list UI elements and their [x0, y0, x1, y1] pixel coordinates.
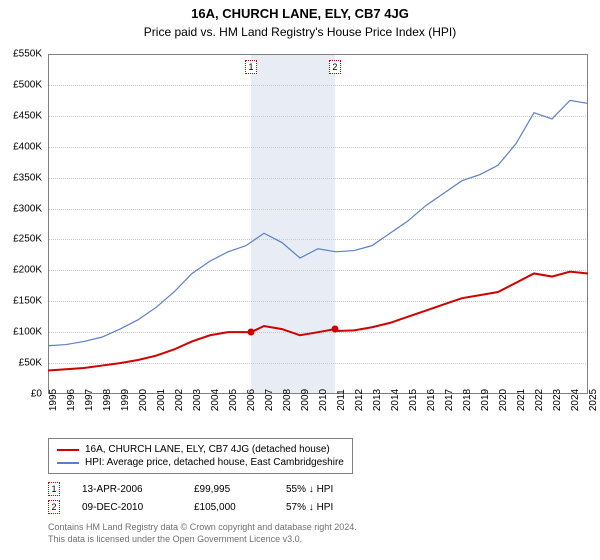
marker-box: 1: [245, 60, 257, 74]
y-tick-label: £150K: [13, 296, 42, 307]
legend-item: 16A, CHURCH LANE, ELY, CB7 4JG (detached…: [57, 443, 344, 456]
chart-container: 16A, CHURCH LANE, ELY, CB7 4JG Price pai…: [0, 0, 600, 560]
footnote-line: Contains HM Land Registry data © Crown c…: [48, 522, 357, 534]
sale-row: 2 09-DEC-2010 £105,000 57% ↓ HPI: [48, 498, 376, 516]
x-axis: 1995199619971998199920002001200220032004…: [48, 396, 588, 440]
y-tick-label: £100K: [13, 327, 42, 338]
sale-marker: 1: [48, 482, 60, 496]
y-axis: £0£50K£100K£150K£200K£250K£300K£350K£400…: [0, 54, 46, 394]
y-tick-label: £250K: [13, 234, 42, 245]
line-plot: [48, 54, 588, 394]
sale-diff: 57% ↓ HPI: [286, 502, 376, 513]
chart-subtitle: Price paid vs. HM Land Registry's House …: [0, 21, 600, 45]
sale-dot: [248, 329, 255, 336]
y-tick-label: £50K: [19, 358, 42, 369]
y-tick-label: £500K: [13, 79, 42, 90]
footnote: Contains HM Land Registry data © Crown c…: [48, 522, 357, 545]
series-hpi: [48, 100, 588, 345]
sale-date: 09-DEC-2010: [82, 502, 172, 513]
sale-price: £99,995: [194, 484, 264, 495]
series-property: [48, 272, 588, 371]
legend: 16A, CHURCH LANE, ELY, CB7 4JG (detached…: [48, 438, 353, 474]
y-tick-label: £300K: [13, 203, 42, 214]
sale-price: £105,000: [194, 502, 264, 513]
y-tick-label: £0: [31, 389, 42, 400]
y-tick-label: £450K: [13, 110, 42, 121]
marker-box: 2: [329, 60, 341, 74]
legend-swatch: [57, 462, 79, 464]
chart-title: 16A, CHURCH LANE, ELY, CB7 4JG: [0, 0, 600, 21]
y-tick-label: £550K: [13, 49, 42, 60]
sale-row: 1 13-APR-2006 £99,995 55% ↓ HPI: [48, 480, 376, 498]
y-tick-label: £200K: [13, 265, 42, 276]
y-tick-label: £400K: [13, 141, 42, 152]
legend-item: HPI: Average price, detached house, East…: [57, 456, 344, 469]
sale-date: 13-APR-2006: [82, 484, 172, 495]
sale-marker: 2: [48, 500, 60, 514]
sales-table: 1 13-APR-2006 £99,995 55% ↓ HPI 2 09-DEC-2010…: [48, 480, 376, 516]
legend-label: HPI: Average price, detached house, East…: [85, 457, 344, 468]
footnote-line: This data is licensed under the Open Gov…: [48, 534, 357, 546]
plot-area: 12: [48, 54, 588, 394]
legend-swatch: [57, 449, 79, 451]
sale-diff: 55% ↓ HPI: [286, 484, 376, 495]
x-tick-label: 2025: [588, 389, 599, 411]
y-tick-label: £350K: [13, 172, 42, 183]
legend-label: 16A, CHURCH LANE, ELY, CB7 4JG (detached…: [85, 444, 330, 455]
sale-dot: [331, 326, 338, 333]
